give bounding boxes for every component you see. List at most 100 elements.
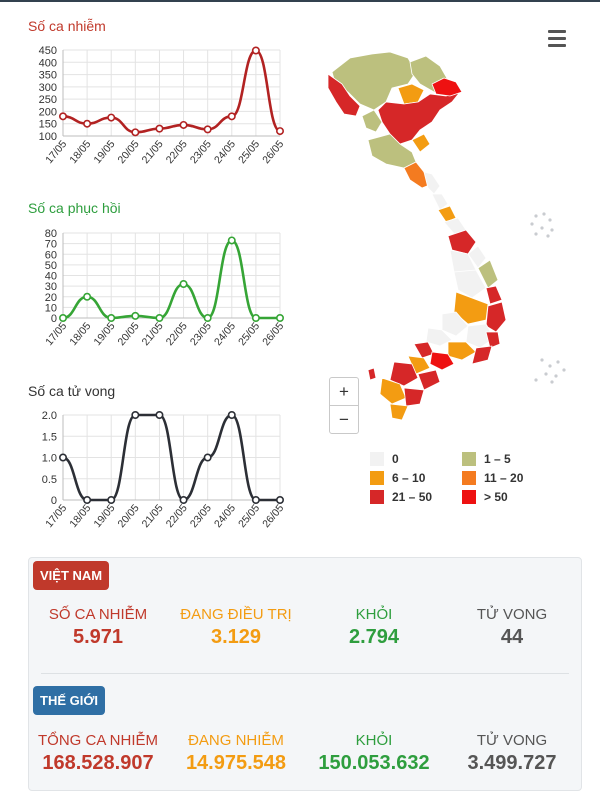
map-region-redriver	[377, 91, 461, 145]
world-stat-recovered: KHỎI 150.053.632	[305, 732, 443, 775]
data-point[interactable]	[275, 127, 284, 136]
series-line	[62, 49, 281, 134]
data-point[interactable]	[155, 410, 164, 419]
stat-value: 150.053.632	[318, 752, 430, 774]
data-point[interactable]	[131, 311, 140, 320]
chart-title-infections: Số ca nhiễm	[28, 18, 106, 34]
y-tick-label: 1.5	[42, 431, 57, 443]
map-region-quangtri	[431, 193, 449, 211]
data-point[interactable]	[227, 236, 236, 245]
y-tick-label: 0.5	[42, 474, 57, 486]
x-tick-label: 20/05	[116, 502, 142, 530]
data-point[interactable]	[83, 495, 92, 504]
data-point[interactable]	[58, 112, 67, 121]
legend-swatch	[370, 490, 384, 504]
legend-swatch	[462, 452, 476, 466]
y-tick-label: 250	[39, 94, 57, 106]
infections-chart: Số ca nhiễm 450 400 350 300 250 200 150 100 17/0…	[0, 0, 300, 185]
y-tick-label: 400	[39, 57, 57, 69]
data-point[interactable]	[131, 128, 140, 137]
stats-panel: VIỆT NAM SỐ CA NHIỄM 5.971 ĐANG ĐIỀU TRỊ…	[28, 557, 582, 791]
recovered-chart: Số ca phục hồi 80 70 60 50 40 30 20 10 0 17/05 18/…	[0, 0, 300, 360]
stat-label: ĐANG ĐIỀU TRỊ	[180, 606, 292, 623]
data-point[interactable]	[203, 125, 212, 134]
stat-value: 5.971	[72, 626, 124, 648]
stat-value: 3.499.727	[467, 752, 557, 774]
stat-label: TỬ VONG	[476, 732, 548, 749]
menu-icon[interactable]	[546, 30, 572, 50]
data-point[interactable]	[58, 313, 67, 322]
y-tick-label: 100	[39, 131, 57, 143]
data-point[interactable]	[227, 410, 236, 419]
map-region-ninhthuan	[485, 331, 501, 349]
x-tick-label: 18/05	[67, 502, 93, 530]
data-point[interactable]	[227, 112, 236, 121]
data-point[interactable]	[155, 124, 164, 133]
data-point[interactable]	[179, 495, 188, 504]
y-tick-label: 1.0	[42, 453, 57, 465]
map-region-gialai	[453, 269, 487, 299]
legend-label: 21 – 50	[392, 490, 433, 504]
data-point[interactable]	[83, 292, 92, 301]
vn-stat-deaths: TỬ VONG 44	[443, 606, 581, 649]
map-region-hcm	[429, 351, 455, 371]
data-point[interactable]	[155, 313, 164, 322]
legend-label: 11 – 20	[484, 471, 524, 485]
legend-label: 6 – 10	[392, 471, 426, 485]
y-tick-label: 350	[39, 70, 57, 82]
vietnam-map-svg	[327, 51, 566, 421]
map-region-quangnam	[447, 229, 477, 255]
map-region-binhdinh	[477, 259, 499, 289]
zoom-out-button[interactable]: −	[330, 405, 358, 433]
data-point[interactable]	[275, 313, 284, 322]
data-point[interactable]	[251, 46, 260, 55]
y-tick-label: 0	[51, 313, 57, 325]
zoom-in-button[interactable]: +	[339, 382, 349, 401]
infections-chart-svg: 45040035030025020015010017/0518/0519/052…	[39, 45, 287, 166]
legend-item: 11 – 20	[462, 471, 523, 485]
map-region-khanhhoa	[485, 301, 507, 333]
data-point[interactable]	[251, 313, 260, 322]
data-point[interactable]	[251, 495, 260, 504]
legend-label: > 50	[484, 490, 508, 504]
stat-label: KHỎI	[355, 606, 393, 623]
map-region-phuyen	[485, 285, 503, 305]
stat-label: SỐ CA NHIỄM	[48, 606, 148, 623]
vietnam-map[interactable]	[320, 44, 580, 424]
stat-value: 3.129	[210, 626, 262, 648]
deaths-chart-svg: 2.0 1.5 1.0 0.5 017/0518/0519/0520/0521/0522…	[42, 410, 287, 530]
stat-value: 44	[500, 626, 524, 648]
data-point[interactable]	[58, 453, 67, 462]
world-stat-active: ĐANG NHIỄM 14.975.548	[167, 732, 305, 775]
y-tick-label: 0	[51, 495, 57, 507]
x-tick-label: 17/05	[43, 502, 69, 530]
data-point[interactable]	[107, 113, 116, 122]
map-region-binhphuoc	[425, 327, 453, 347]
map-region-hue	[437, 205, 457, 223]
data-point[interactable]	[275, 495, 284, 504]
y-tick-label: 300	[39, 82, 57, 94]
vn-stat-recovered: KHỎI 2.794	[305, 606, 443, 649]
data-point[interactable]	[179, 279, 188, 288]
legend-item: > 50	[462, 490, 508, 504]
data-point[interactable]	[203, 313, 212, 322]
legend-item: 1 – 5	[462, 452, 511, 466]
data-point[interactable]	[131, 410, 140, 419]
recovered-chart-svg: 8070605040302010017/0518/0519/0520/0521/…	[43, 228, 286, 348]
data-point[interactable]	[107, 495, 116, 504]
y-tick-label: 450	[39, 45, 57, 57]
y-tick-label: 60	[45, 249, 57, 261]
y-tick-label: 20	[45, 292, 57, 304]
data-point[interactable]	[179, 120, 188, 129]
map-region-phuquoc	[367, 367, 377, 381]
legend-swatch	[462, 490, 476, 504]
vietnam-badge: VIỆT NAM	[33, 561, 110, 590]
data-point[interactable]	[83, 119, 92, 128]
islands	[530, 212, 566, 384]
legend-swatch	[370, 452, 384, 466]
map-region-olive-mid	[361, 109, 383, 133]
y-tick-label: 150	[39, 119, 57, 131]
legend-label: 1 – 5	[484, 452, 511, 466]
data-point[interactable]	[107, 313, 116, 322]
data-point[interactable]	[203, 453, 212, 462]
